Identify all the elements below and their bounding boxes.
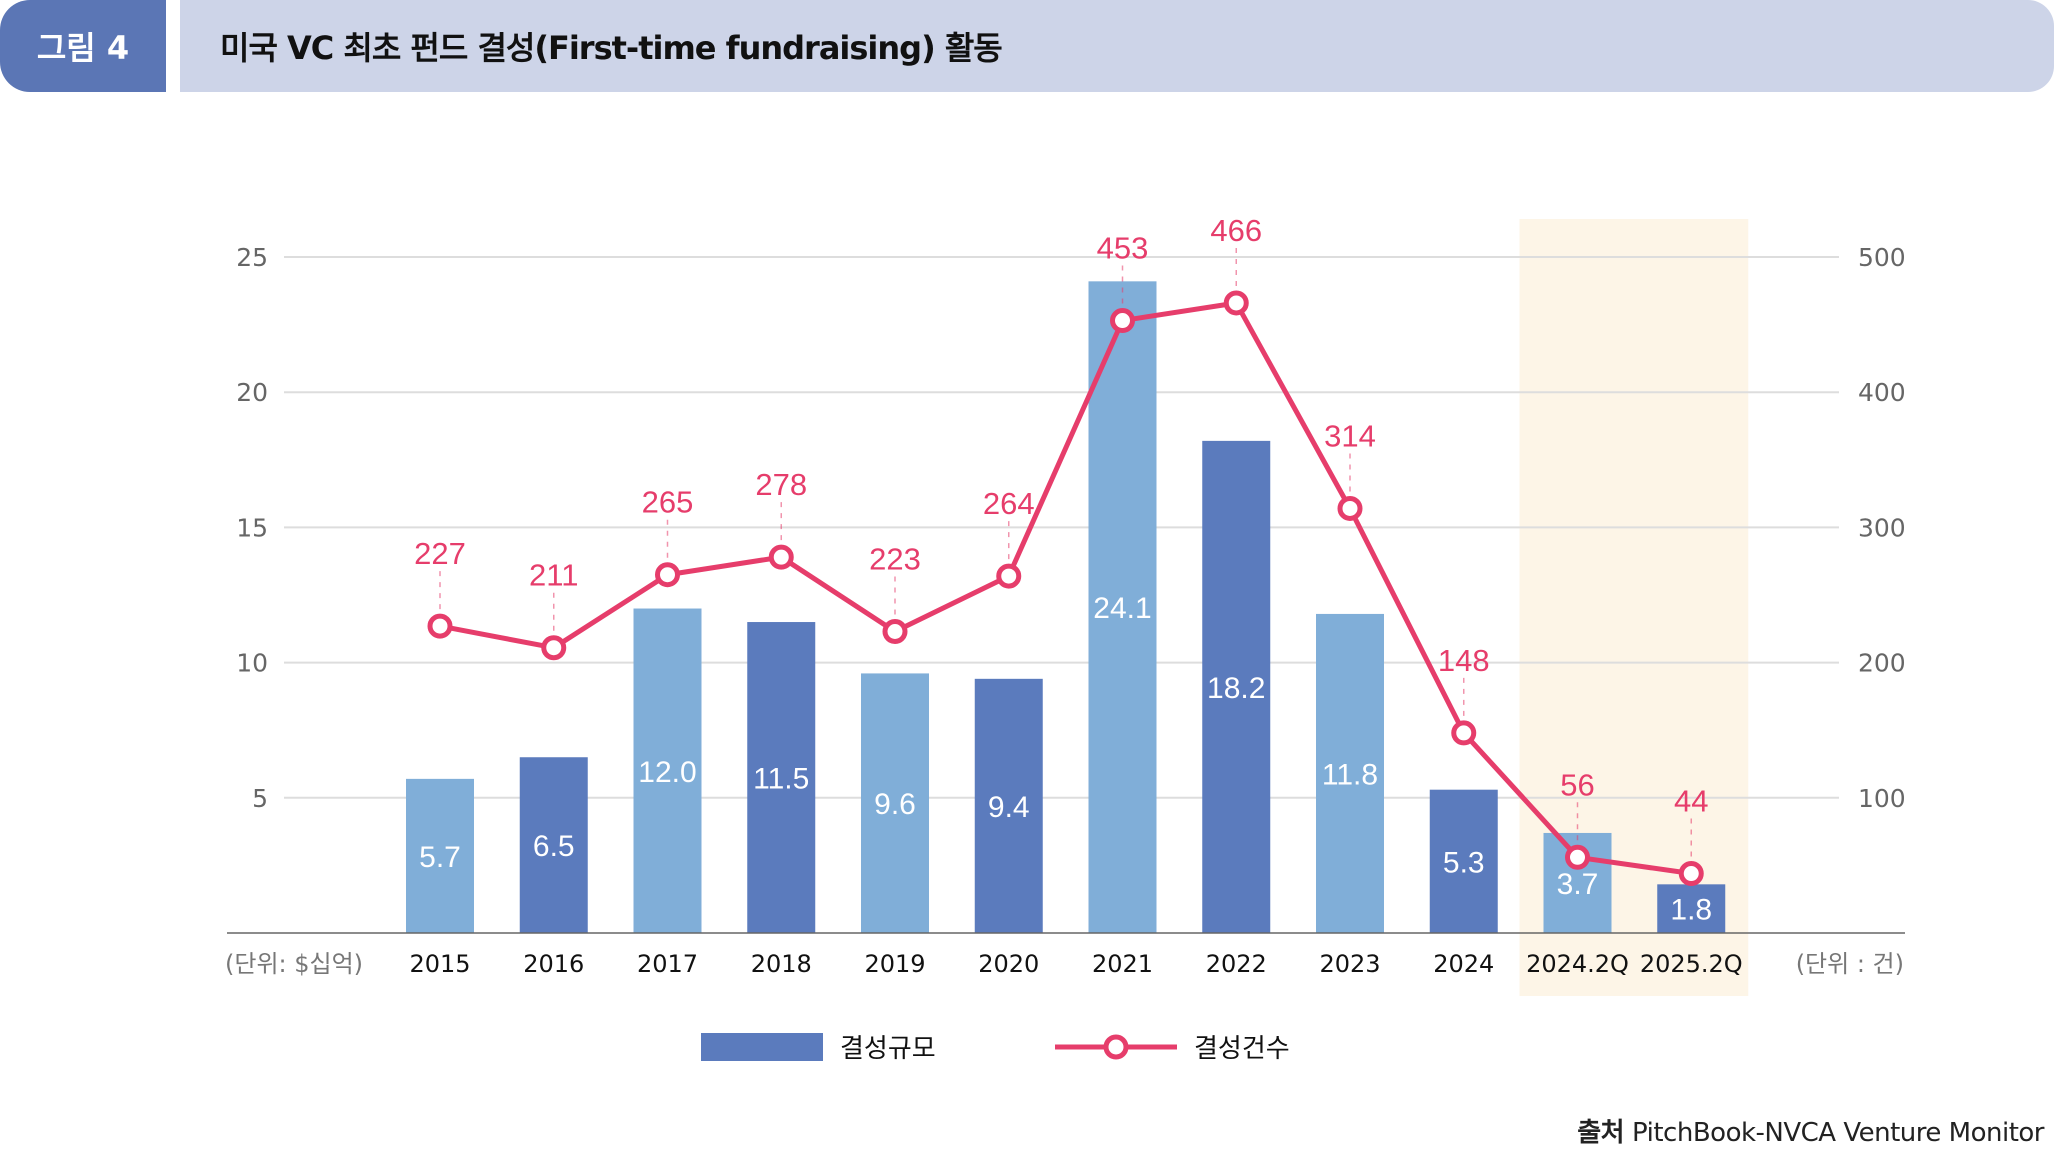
line-marker: [768, 544, 794, 570]
legend: 결성규모 결성건수: [701, 1033, 1290, 1064]
figure-badge: 그림 4: [0, 0, 166, 92]
line-path: [439, 300, 1692, 876]
bar: [1316, 613, 1384, 933]
line-value-label: 453: [1097, 231, 1149, 266]
x-tick-label: 2016: [523, 950, 584, 978]
line-marker: [541, 635, 567, 661]
x-tick-label: 2015: [409, 950, 470, 978]
axis-ticks: 5 10 15 20 25 100 200 300 400 500: [236, 243, 1906, 813]
bar-series: 5.7 6.5 12.0 11.5 9.6 9.4 24.1 18.2 11.8 5.3 3.7 1.…: [406, 281, 1726, 933]
line-value-label: 44: [1674, 784, 1708, 819]
bar-value-label: 11.5: [753, 763, 809, 796]
left-tick-label: 15: [236, 513, 268, 542]
line-marker: [1678, 861, 1704, 887]
legend-line-marker-icon: [1103, 1034, 1129, 1060]
title-bar: 미국 VC 최초 펀드 결성(First-time fundraising) 활…: [180, 0, 2054, 92]
source-label: 출처: [1577, 1118, 1625, 1148]
x-tick-label: 2019: [864, 950, 925, 978]
bar-value-label: 11.8: [1322, 758, 1378, 791]
x-tick-label: 2023: [1319, 950, 1380, 978]
bar-value-label: 12.0: [638, 756, 696, 789]
bar-value-label: 18.2: [1207, 672, 1265, 705]
line-series: 227 211 265 278 223 264 453 466 314 148 56 44: [414, 213, 1708, 887]
bar: [861, 673, 929, 933]
source-text: PitchBook-NVCA Venture Monitor: [1632, 1118, 2044, 1148]
bar: [1202, 440, 1271, 933]
line-marker: [1451, 720, 1477, 746]
bar: [1657, 884, 1726, 933]
chart-title: 미국 VC 최초 펀드 결성(First-time fundraising) 활…: [220, 29, 1003, 67]
bar: [633, 608, 702, 933]
right-tick-label: 200: [1858, 649, 1906, 678]
x-tick-label: 2024.2Q: [1526, 950, 1629, 978]
line-value-label: 466: [1210, 213, 1262, 248]
x-tick-label: 2025.2Q: [1640, 950, 1743, 978]
gridlines: [284, 256, 1839, 799]
bar-value-label: 3.7: [1557, 868, 1599, 901]
line-marker: [1337, 495, 1363, 521]
line-marker: [1223, 290, 1249, 316]
line-marker: [1565, 844, 1590, 870]
bar: [519, 757, 588, 933]
line-value-label: 148: [1438, 643, 1490, 678]
line-marker: [655, 562, 680, 588]
bar: [974, 678, 1043, 933]
line-marker: [427, 613, 453, 639]
bar-value-label: 24.1: [1093, 592, 1151, 625]
bar: [747, 622, 816, 933]
right-tick-label: 500: [1858, 243, 1906, 272]
bar-value-label: 9.4: [988, 791, 1030, 824]
line-value-label: 56: [1560, 767, 1594, 802]
right-unit-label: (단위 : 건): [1796, 950, 1904, 978]
left-tick-label: 25: [236, 243, 268, 272]
bar: [406, 778, 474, 933]
line-value-label: 223: [869, 542, 921, 577]
line-value-label: 265: [642, 485, 694, 520]
bar-value-label: 9.6: [874, 788, 916, 821]
x-tick-label: 2017: [637, 950, 698, 978]
line-value-label: 278: [755, 467, 807, 502]
bar-value-label: 1.8: [1670, 894, 1712, 927]
legend-bar-swatch: [701, 1033, 823, 1061]
line-value-label: 211: [529, 558, 578, 593]
x-tick-label: 2021: [1092, 950, 1153, 978]
legend-line-label: 결성건수: [1194, 1034, 1290, 1064]
bar-value-label: 6.5: [533, 830, 575, 863]
left-tick-label: 10: [236, 649, 268, 678]
x-axis-labels: 2015 2016 2017 2018 2019 2020 2021 2022 2023 2024…: [409, 950, 1742, 978]
line-marker: [996, 563, 1022, 589]
bar: [1088, 281, 1157, 933]
x-tick-label: 2020: [978, 950, 1039, 978]
line-value-label: 314: [1324, 418, 1376, 453]
x-tick-label: 2024: [1433, 950, 1494, 978]
line-marker: [1110, 308, 1135, 334]
left-unit-label: (단위: $십억): [225, 950, 363, 978]
left-tick-label: 20: [236, 378, 268, 407]
line-value-label: 227: [414, 536, 466, 571]
left-tick-label: 5: [252, 784, 268, 813]
source-note: 출처 PitchBook-NVCA Venture Monitor: [1577, 1112, 2044, 1149]
right-tick-label: 100: [1858, 784, 1906, 813]
legend-bar-label: 결성규모: [840, 1034, 936, 1064]
bar-value-label: 5.3: [1443, 846, 1485, 879]
line-marker: [882, 619, 908, 645]
x-tick-label: 2022: [1206, 950, 1267, 978]
figure-label: 그림 4: [36, 29, 130, 67]
bar: [1429, 789, 1498, 933]
right-tick-label: 400: [1858, 378, 1906, 407]
bar-value-label: 5.7: [419, 841, 461, 874]
line-value-label: 264: [983, 486, 1035, 521]
right-tick-label: 300: [1858, 513, 1906, 542]
x-tick-label: 2018: [751, 950, 812, 978]
